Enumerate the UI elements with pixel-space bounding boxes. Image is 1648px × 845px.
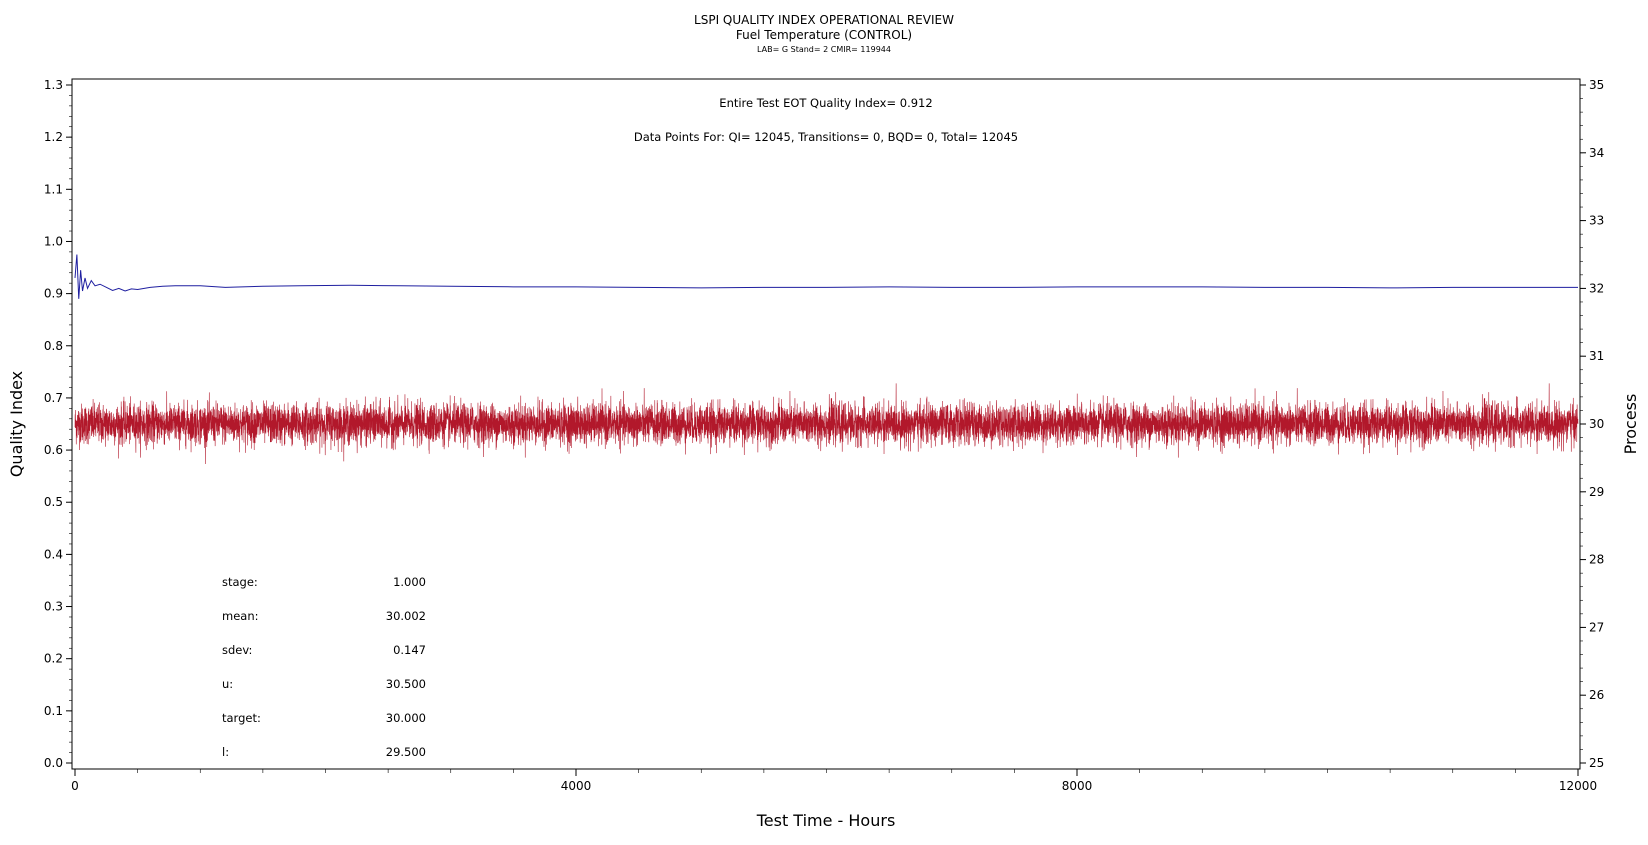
stat-value: 0.147 bbox=[393, 643, 426, 657]
y-tick-label: 1.0 bbox=[44, 234, 63, 248]
chart-title: LSPI QUALITY INDEX OPERATIONAL REVIEW bbox=[694, 13, 954, 27]
process-series bbox=[74, 383, 1579, 464]
right-axis: 25 26 27 28 29 30 31 32 33 34 35 bbox=[1580, 78, 1604, 770]
y2-axis-title: Process bbox=[1621, 394, 1640, 455]
stat-value: 30.002 bbox=[386, 609, 426, 623]
quality-index-line bbox=[74, 254, 1578, 299]
y2-tick-label: 27 bbox=[1589, 620, 1604, 634]
y2-tick-label: 25 bbox=[1589, 756, 1604, 770]
y-tick-label: 0.4 bbox=[44, 547, 63, 561]
stat-label: mean: bbox=[222, 609, 259, 623]
y2-tick-label: 34 bbox=[1589, 146, 1604, 160]
stat-label: l: bbox=[222, 745, 229, 759]
stat-value: 30.000 bbox=[386, 711, 426, 725]
stats-block: stage: 1.000 mean: 30.002 sdev: 0.147 u: 30.500… bbox=[222, 575, 426, 759]
stat-label: stage: bbox=[222, 575, 258, 589]
chart-subtitle-small: LAB= G Stand= 2 CMIR= 119944 bbox=[757, 45, 891, 54]
x-axis-title: Test Time - Hours bbox=[756, 811, 896, 830]
y-tick-label: 0.0 bbox=[44, 756, 63, 770]
stat-value: 29.500 bbox=[386, 745, 426, 759]
chart-subtitle: Fuel Temperature (CONTROL) bbox=[736, 28, 912, 42]
x-tick-label: 4000 bbox=[561, 779, 592, 793]
y-tick-label: 0.9 bbox=[44, 287, 63, 301]
y-tick-label: 0.1 bbox=[44, 704, 63, 718]
y-tick-label: 0.2 bbox=[44, 652, 63, 666]
data-points-annotation: Data Points For: QI= 12045, Transitions=… bbox=[634, 130, 1018, 144]
y2-tick-label: 30 bbox=[1589, 417, 1604, 431]
y-tick-label: 1.3 bbox=[44, 78, 63, 92]
quality-index-series bbox=[74, 254, 1578, 299]
y-tick-label: 0.7 bbox=[44, 391, 63, 405]
y-axis-title: Quality Index bbox=[7, 371, 26, 477]
stat-label: sdev: bbox=[222, 643, 252, 657]
y2-tick-label: 35 bbox=[1589, 78, 1604, 92]
y2-tick-label: 33 bbox=[1589, 214, 1604, 228]
y2-tick-label: 31 bbox=[1589, 349, 1604, 363]
y2-tick-label: 32 bbox=[1589, 281, 1604, 295]
y-tick-label: 0.3 bbox=[44, 600, 63, 614]
stat-value: 1.000 bbox=[393, 575, 426, 589]
y2-tick-label: 29 bbox=[1589, 485, 1604, 499]
chart-titles: LSPI QUALITY INDEX OPERATIONAL REVIEW Fu… bbox=[694, 13, 954, 54]
x-tick-label: 12000 bbox=[1559, 779, 1597, 793]
process-line bbox=[74, 383, 1579, 464]
x-tick-label: 0 bbox=[71, 779, 79, 793]
y-tick-label: 0.6 bbox=[44, 443, 63, 457]
bottom-axis: 0 4000 8000 12000 bbox=[71, 769, 1597, 793]
stat-label: target: bbox=[222, 711, 261, 725]
y2-tick-label: 28 bbox=[1589, 553, 1604, 567]
left-axis: 0.0 0.1 0.2 0.3 0.4 0.5 0.6 0.7 0.8 0.9 1.0 1.1 1.2 1… bbox=[44, 78, 72, 770]
stat-value: 30.500 bbox=[386, 677, 426, 691]
y-tick-label: 0.8 bbox=[44, 339, 63, 353]
eot-annotation: Entire Test EOT Quality Index= 0.912 bbox=[719, 96, 932, 110]
y-tick-label: 1.1 bbox=[44, 182, 63, 196]
y-tick-label: 1.2 bbox=[44, 130, 63, 144]
stat-label: u: bbox=[222, 677, 233, 691]
y-tick-label: 0.5 bbox=[44, 495, 63, 509]
x-tick-label: 8000 bbox=[1062, 779, 1093, 793]
y2-tick-label: 26 bbox=[1589, 688, 1604, 702]
